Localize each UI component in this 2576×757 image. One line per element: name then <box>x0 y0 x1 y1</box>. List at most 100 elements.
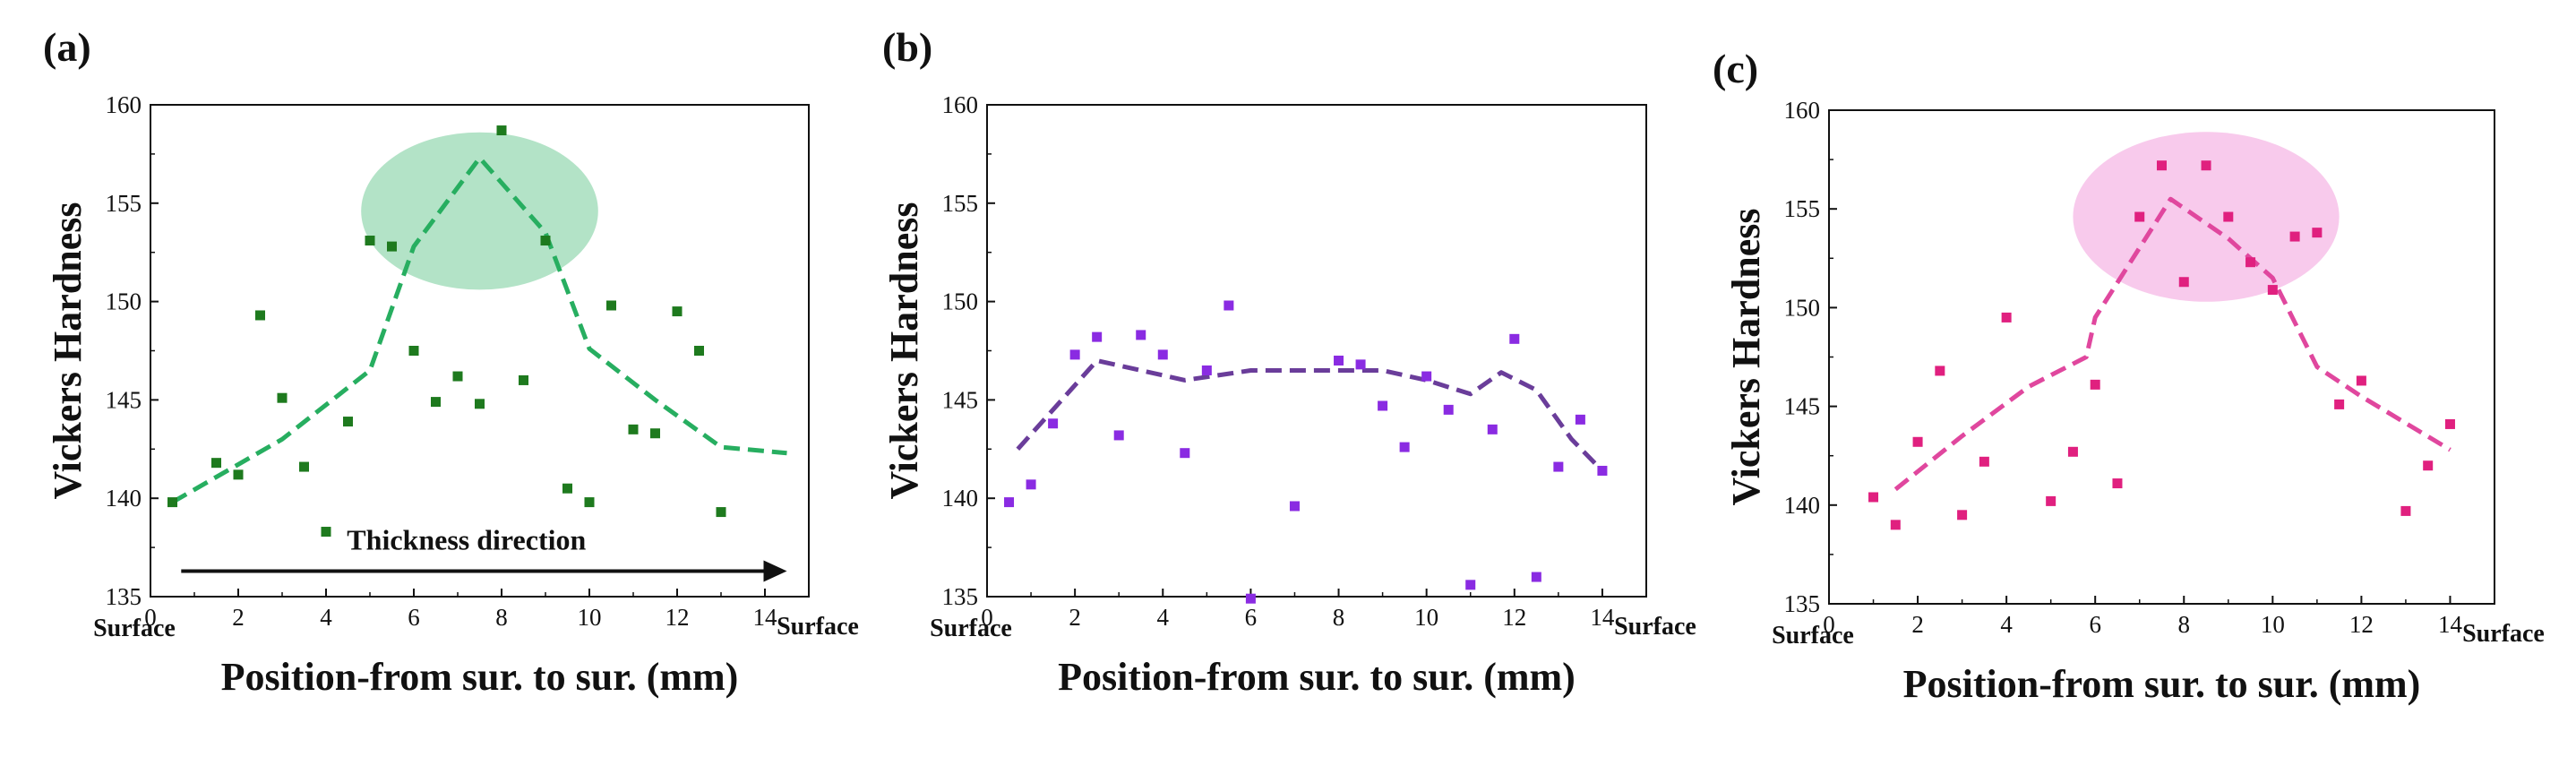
data-point <box>1334 355 1344 366</box>
data-point <box>1201 365 1212 375</box>
data-point <box>387 241 397 252</box>
data-point <box>2400 505 2411 516</box>
data-point <box>2112 478 2123 489</box>
data-point <box>475 399 485 409</box>
data-point <box>1531 572 1541 582</box>
y-tick-label: 145 <box>942 386 979 413</box>
x-tick-label: 10 <box>1414 604 1438 631</box>
x-tick-label: 4 <box>1157 604 1170 631</box>
data-point <box>519 374 528 385</box>
data-point <box>1113 430 1124 441</box>
y-tick-label: 145 <box>106 386 142 413</box>
data-point <box>277 392 288 403</box>
y-tick-label: 145 <box>1784 393 1821 420</box>
data-point <box>2090 379 2100 390</box>
panel-b-label: (b) <box>882 24 932 70</box>
trend-line <box>1016 358 1604 473</box>
data-point <box>2423 460 2434 471</box>
x-tick-label: 10 <box>578 604 602 631</box>
data-point <box>1979 456 1989 467</box>
x-tick-label: 12 <box>1502 604 1526 631</box>
panel-a-label: (a) <box>43 24 91 70</box>
data-point <box>431 397 441 408</box>
surface-label-left: Surface <box>930 615 1012 642</box>
data-point <box>2289 231 2300 242</box>
arrow-head-icon <box>763 560 787 582</box>
data-point <box>1004 497 1015 508</box>
data-point <box>1935 366 1945 376</box>
data-point <box>1575 414 1585 425</box>
x-tick-label: 6 <box>408 604 420 631</box>
data-point <box>540 236 551 246</box>
data-point <box>343 417 353 427</box>
data-point <box>650 428 660 439</box>
data-point <box>2356 375 2366 386</box>
x-tick-label: 8 <box>495 604 508 631</box>
y-tick-label: 140 <box>942 485 979 512</box>
data-point <box>562 483 572 494</box>
data-point <box>716 507 726 518</box>
trend-line <box>1893 196 2451 492</box>
surface-label-right: Surface <box>1614 613 1696 641</box>
data-point <box>672 306 683 317</box>
x-tick-label: 0 <box>981 604 993 631</box>
y-tick-label: 150 <box>942 288 979 315</box>
data-point <box>2223 211 2234 222</box>
surface-label-right: Surface <box>777 613 859 641</box>
data-point <box>1355 359 1366 370</box>
panel-c-label: (c) <box>1713 46 1758 91</box>
y-tick-label: 160 <box>1784 97 1821 124</box>
panel-a: (a) 0 2 4 6 8 10 12 14 135 140 145 150 155 160 Thickn… <box>43 24 859 699</box>
y-tick-label: 160 <box>942 91 979 118</box>
data-point <box>2178 277 2189 288</box>
y-axis-label: Vickers Hardness <box>882 202 926 499</box>
y-tick-label: 135 <box>942 583 979 610</box>
data-point <box>1136 330 1146 340</box>
data-point <box>1465 580 1476 590</box>
data-point <box>2267 285 2278 296</box>
highlight-region <box>361 132 598 290</box>
data-point <box>408 346 419 356</box>
surface-label-right: Surface <box>2462 620 2545 648</box>
y-tick-label: 155 <box>106 190 142 217</box>
data-point <box>694 346 704 356</box>
data-point <box>2444 418 2455 429</box>
y-axis-label: Vickers Hardness <box>1724 208 1768 505</box>
y-tick-label: 135 <box>1784 590 1821 617</box>
y-tick-label: 160 <box>106 91 142 118</box>
x-tick-label: 8 <box>1333 604 1345 631</box>
x-tick-label: 0 <box>1823 611 1835 638</box>
x-tick-label: 0 <box>144 604 157 631</box>
y-tick-label: 150 <box>106 288 142 315</box>
x-tick-label: 14 <box>1590 604 1615 631</box>
data-point <box>1157 349 1168 360</box>
x-tick-label: 2 <box>1911 611 1924 638</box>
x-tick-label: 4 <box>2000 611 2013 638</box>
x-axis-label: Position-from sur. to sur. (mm) <box>221 655 739 699</box>
data-point <box>1048 418 1059 429</box>
surface-label-left: Surface <box>1772 622 1854 649</box>
x-axis-label: Position-from sur. to sur. (mm) <box>1058 655 1576 699</box>
x-tick-label: 12 <box>665 604 690 631</box>
data-point <box>2334 399 2345 409</box>
x-tick-label: 12 <box>2349 611 2374 638</box>
y-tick-label: 155 <box>1784 195 1821 222</box>
data-point <box>1245 593 1256 604</box>
trend-line <box>171 155 787 504</box>
data-point <box>2312 228 2323 238</box>
data-point <box>1421 371 1432 382</box>
data-point <box>1378 400 1388 411</box>
data-point <box>167 497 177 508</box>
thickness-direction-label: Thickness direction <box>347 523 586 555</box>
x-tick-label: 6 <box>1245 604 1258 631</box>
panel-b: (b) 0 2 4 6 8 10 12 14 135 140 145 150 155 160 Surfac… <box>882 24 1696 699</box>
y-tick-label: 140 <box>1784 492 1821 519</box>
data-point <box>2201 160 2211 171</box>
y-tick-label: 135 <box>106 583 142 610</box>
data-point <box>1399 442 1410 452</box>
data-point <box>1553 461 1564 472</box>
x-tick-label: 10 <box>2261 611 2285 638</box>
data-point <box>1957 510 1968 520</box>
data-point <box>628 424 639 434</box>
